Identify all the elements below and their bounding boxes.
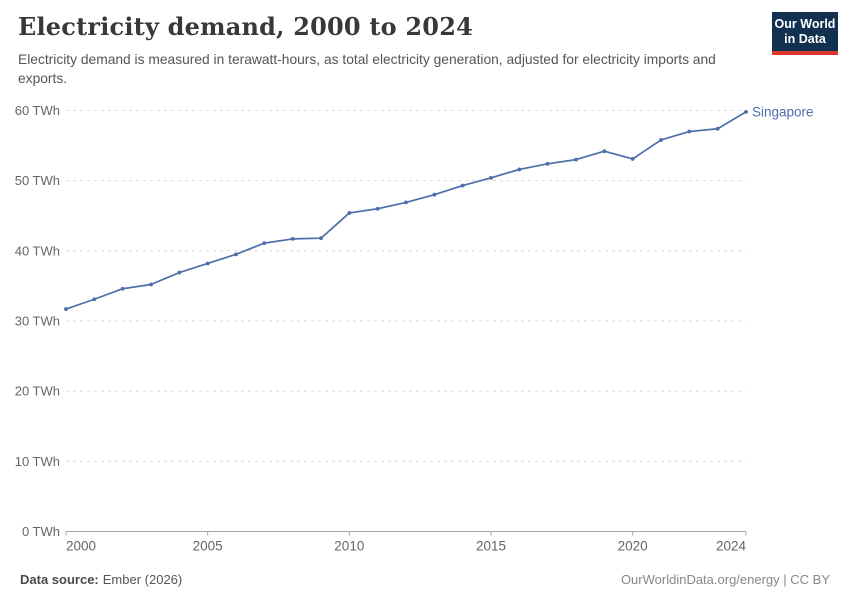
data-point[interactable] [659, 138, 663, 142]
owid-logo[interactable]: Our World in Data [772, 12, 838, 55]
header: Electricity demand, 2000 to 2024 Electri… [18, 12, 760, 89]
data-point[interactable] [574, 157, 578, 162]
data-point[interactable] [602, 149, 607, 154]
data-point[interactable] [92, 297, 97, 302]
data-point[interactable] [489, 175, 493, 180]
series-label[interactable]: Singapore [752, 104, 814, 119]
x-axis-label: 2010 [334, 539, 364, 554]
credit-link[interactable]: OurWorldinData.org/energy | CC BY [620, 572, 830, 587]
data-point[interactable] [64, 307, 68, 311]
y-axis-label: 60 TWh [15, 103, 60, 118]
data-source: Data source: Ember (2026) [20, 572, 182, 587]
x-axis-label: 2015 [476, 539, 506, 554]
data-point[interactable] [319, 236, 323, 241]
data-point[interactable] [517, 167, 522, 172]
data-point[interactable] [347, 211, 352, 215]
y-axis-label: 10 TWh [15, 454, 60, 469]
y-axis-label: 30 TWh [15, 314, 60, 329]
x-axis-label: 2005 [193, 539, 223, 554]
data-source-value: Ember (2026) [102, 572, 183, 587]
data-point[interactable] [262, 241, 267, 246]
data-point[interactable] [205, 261, 210, 266]
data-point[interactable] [744, 110, 748, 114]
data-point[interactable] [234, 252, 238, 257]
chart-subtitle: Electricity demand is measured in terawa… [18, 52, 716, 86]
x-axis-label: 2024 [716, 539, 747, 554]
data-point[interactable] [630, 157, 635, 161]
data-point[interactable] [404, 200, 408, 205]
logo-text-line1: Our World [774, 17, 836, 31]
y-axis-label: 40 TWh [15, 243, 60, 258]
data-point[interactable] [290, 237, 295, 241]
data-point[interactable] [149, 282, 153, 287]
footer: Data source: Ember (2026) OurWorldinData.… [20, 572, 830, 587]
x-axis-label: 2000 [66, 539, 96, 554]
logo-text-line2: in Data [784, 31, 826, 46]
data-source-label: Data source: [20, 572, 99, 587]
data-point[interactable] [460, 183, 465, 188]
data-point[interactable] [432, 192, 437, 197]
data-point[interactable] [715, 126, 720, 131]
demand-line[interactable] [65, 111, 747, 310]
data-point[interactable] [687, 129, 692, 134]
data-point[interactable] [120, 286, 125, 291]
data-point[interactable] [375, 206, 380, 211]
data-point[interactable] [545, 161, 550, 166]
x-axis-label: 2020 [618, 539, 648, 554]
y-axis-label: 20 TWh [15, 384, 60, 399]
y-axis-label: 0 TWh [22, 524, 60, 539]
data-point[interactable] [177, 270, 182, 275]
y-axis-label: 50 TWh [15, 173, 60, 188]
page-title: Electricity demand, 2000 to 2024 [18, 12, 473, 41]
